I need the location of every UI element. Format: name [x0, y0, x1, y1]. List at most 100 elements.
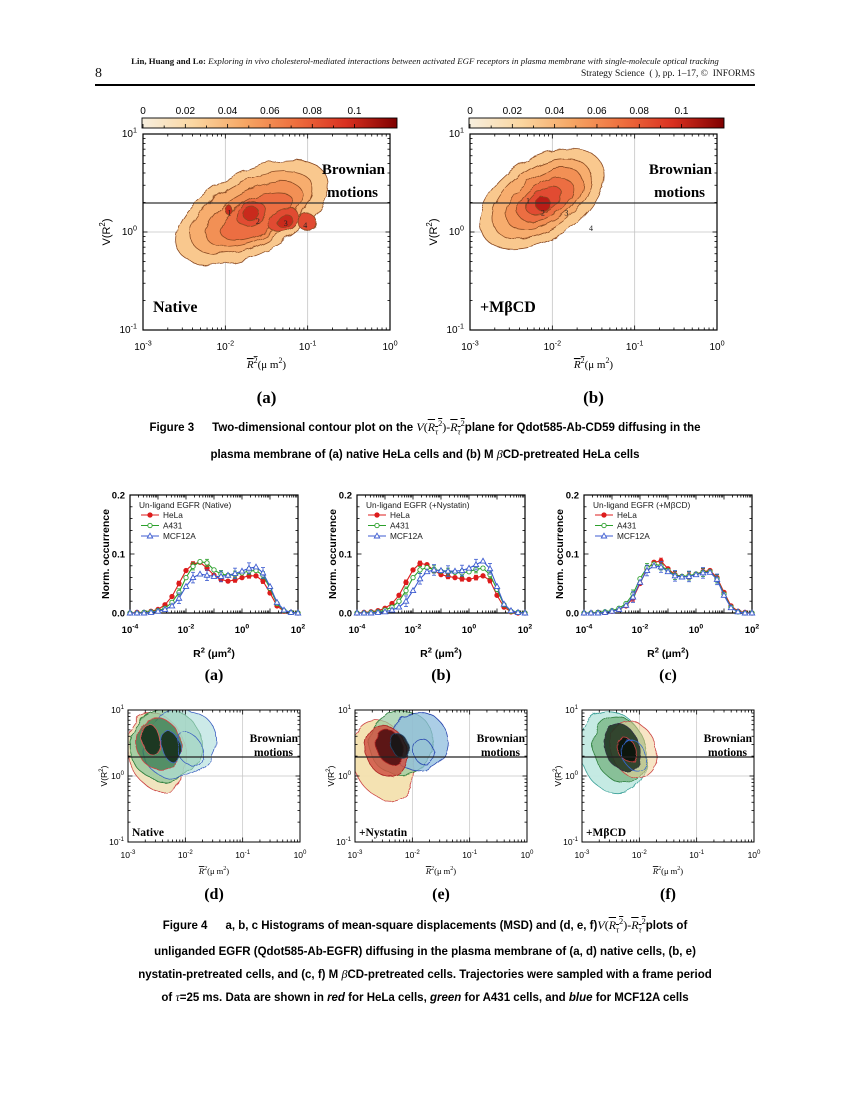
svg-text:100: 100	[338, 770, 351, 781]
svg-text:100: 100	[235, 624, 250, 636]
figure4-caption-line3: nystatin-pretreated cells, and (c, f) M …	[138, 967, 712, 982]
figure3-caption-line1: Figure 3 Two-dimensional contour plot on …	[149, 419, 701, 437]
svg-text:0.06: 0.06	[587, 106, 607, 117]
svg-text:motions: motions	[481, 747, 521, 759]
svg-text:100: 100	[709, 339, 724, 354]
figure4-caption: Figure 4 a, b, c Histograms of mean-squar…	[95, 911, 755, 1009]
svg-text:10-2: 10-2	[178, 849, 194, 860]
header-rule	[95, 84, 755, 86]
figure4-contour-panel-d: 10-3 10-2 10-1 100 101 100 10-1 V(R2) R2(μ m2) Br…	[95, 700, 322, 907]
svg-text:3: 3	[564, 208, 568, 217]
svg-text:102: 102	[518, 624, 533, 636]
svg-text:4: 4	[303, 221, 307, 230]
svg-text:2: 2	[541, 208, 545, 217]
svg-text:0.02: 0.02	[176, 106, 196, 117]
svg-text:10-3: 10-3	[348, 849, 364, 860]
svg-text:Brownian: Brownian	[704, 733, 753, 745]
svg-text:10-4: 10-4	[122, 624, 139, 636]
figure4-hist-panel-b-svg: 10-4 10-2 100 102 0.0 0.1 0.2 Un-ligand EGFR (+…	[327, 491, 533, 685]
axes: 10-4 10-2 100 102 0.0 0.1 0.2	[339, 491, 533, 637]
svg-text:102: 102	[291, 624, 306, 636]
svg-text:102: 102	[745, 624, 760, 636]
svg-text:MCF12A: MCF12A	[617, 531, 650, 541]
brownian-annotation: Brownian motions	[649, 162, 713, 201]
brownian-annotation: Brownian motions	[477, 733, 526, 759]
svg-text:0.2: 0.2	[112, 491, 125, 502]
svg-text:motions: motions	[654, 185, 705, 201]
svg-text:0.2: 0.2	[566, 491, 579, 502]
svg-text:R2(μ m2): R2(μ m2)	[425, 866, 456, 876]
svg-text:Norm. occurrence: Norm. occurrence	[554, 509, 566, 599]
svg-text:10-3: 10-3	[121, 849, 137, 860]
contour-blobs	[582, 710, 658, 795]
axes: 10-3 10-2 10-1 100 101 100 10-1	[119, 126, 397, 354]
svg-text:100: 100	[382, 339, 397, 354]
svg-text:A431: A431	[390, 521, 410, 531]
svg-text:1: 1	[526, 197, 530, 206]
svg-text:R2 (μm2): R2 (μm2)	[193, 645, 235, 660]
axes: 10-4 10-2 100 102 0.0 0.1 0.2	[566, 491, 760, 637]
svg-text:V(R2): V(R2)	[552, 765, 563, 786]
figure3-caption-line2: plasma membrane of (a) native HeLa cells…	[210, 447, 640, 462]
svg-text:10-1: 10-1	[336, 836, 352, 847]
figure3-caption: Figure 3 Two-dimensional contour plot on …	[105, 413, 745, 466]
svg-text:10-1: 10-1	[626, 339, 644, 354]
svg-text:0: 0	[140, 106, 146, 117]
figure4-contour-panel-e: 10-3 10-2 10-1 100 101 100 10-1 V(R2) R2(μ m2) Br…	[322, 700, 549, 907]
figure3-panel-b-svg: 0 0.02 0.04 0.06 0.08 0.110-3 10-2 10-1 10010110…	[425, 106, 725, 407]
data-series	[126, 558, 302, 616]
svg-text:10-4: 10-4	[349, 624, 366, 636]
svg-text:HeLa: HeLa	[617, 510, 637, 520]
svg-text:2: 2	[256, 217, 260, 226]
svg-text:0.0: 0.0	[566, 609, 579, 620]
svg-text:Un-ligand EGFR (Native): Un-ligand EGFR (Native)	[139, 500, 231, 510]
svg-text:Brownian: Brownian	[250, 733, 299, 745]
svg-text:101: 101	[122, 126, 137, 141]
contour-blobs	[175, 159, 329, 266]
svg-text:0.1: 0.1	[566, 550, 580, 561]
svg-text:10-1: 10-1	[446, 322, 464, 337]
svg-text:10-3: 10-3	[575, 849, 591, 860]
svg-text:V(R2): V(R2)	[98, 218, 113, 245]
svg-text:Norm. occurrence: Norm. occurrence	[327, 509, 339, 599]
svg-text:Native: Native	[132, 827, 164, 839]
svg-text:100: 100	[689, 624, 704, 636]
svg-text:HeLa: HeLa	[390, 510, 410, 520]
figure4-contour-panel-f: 10-3 10-2 10-1 100 101 100 10-1 V(R2) R2(μ m2) Br…	[549, 700, 776, 907]
svg-text:0.04: 0.04	[218, 106, 238, 117]
svg-text:4: 4	[589, 224, 593, 233]
svg-text:HeLa: HeLa	[163, 510, 183, 520]
svg-text:(d): (d)	[204, 886, 224, 903]
svg-text:R2(μ m2): R2(μ m2)	[246, 356, 287, 371]
peak-labels: 1 2 3 4	[227, 208, 307, 230]
figure3-panel-a: 0 0.02 0.04 0.06 0.08 0.1 10-3 10-2 10-1 100 101 10…	[95, 100, 430, 412]
svg-text:100: 100	[462, 624, 477, 636]
running-title: Lin, Huang and Lo: Exploring in vivo cho…	[131, 56, 719, 66]
svg-text:0: 0	[467, 106, 473, 117]
svg-text:10-2: 10-2	[544, 339, 562, 354]
svg-text:10-2: 10-2	[632, 849, 648, 860]
svg-text:0.08: 0.08	[629, 106, 649, 117]
axes: 10-3 10-2 10-1 100 101 100 10-1	[109, 704, 307, 860]
svg-text:10-1: 10-1	[563, 836, 579, 847]
svg-text:(f): (f)	[660, 886, 676, 903]
colorbar: 0 0.02 0.04 0.06 0.08 0.1	[467, 106, 725, 129]
svg-text:R2(μ m2): R2(μ m2)	[573, 356, 614, 371]
figure4-hist-panel-a: 10-4 10-2 100 102 0.0 0.1 0.2 Un-ligand EGFR (N…	[95, 487, 322, 687]
figure4-hist-panel-c-svg: 10-4 10-2 100 102 0.0 0.1 0.2 Un-ligand EGFR (+…	[554, 491, 760, 685]
brownian-annotation: Brownian motions	[322, 162, 386, 201]
svg-text:10-4: 10-4	[576, 624, 593, 636]
svg-text:+MβCD: +MβCD	[480, 299, 536, 316]
svg-text:10-2: 10-2	[405, 624, 422, 636]
svg-text:A431: A431	[163, 521, 183, 531]
svg-text:0.0: 0.0	[339, 609, 352, 620]
svg-text:101: 101	[565, 704, 578, 715]
svg-text:motions: motions	[254, 747, 294, 759]
svg-text:(b): (b)	[583, 388, 604, 407]
svg-text:10-1: 10-1	[109, 836, 125, 847]
svg-text:V(R2): V(R2)	[425, 218, 440, 245]
svg-text:R2 (μm2): R2 (μm2)	[420, 645, 462, 660]
svg-text:MCF12A: MCF12A	[390, 531, 423, 541]
